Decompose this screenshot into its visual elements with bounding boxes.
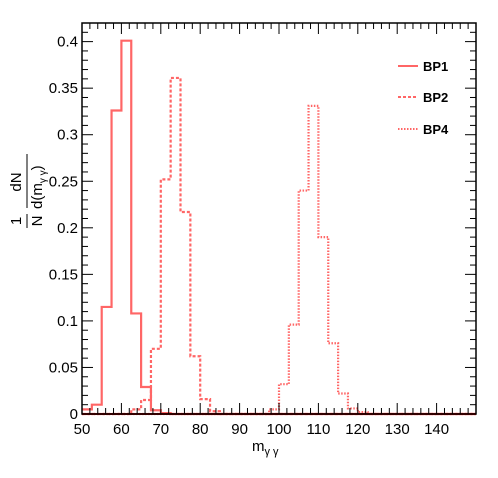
histogram-bp2 bbox=[82, 76, 476, 416]
x-tick-label: 130 bbox=[385, 421, 410, 438]
y-axis-title-n: N bbox=[29, 216, 46, 227]
x-tick-label: 60 bbox=[113, 421, 130, 438]
x-tick-label: 100 bbox=[266, 421, 291, 438]
y-tick-label: 0 bbox=[70, 406, 78, 423]
y-tick-label: 0.35 bbox=[49, 80, 78, 97]
legend-label-bp2: BP2 bbox=[423, 90, 448, 105]
x-tick-label: 110 bbox=[306, 421, 330, 438]
histogram-series-group bbox=[82, 39, 476, 416]
x-tick-label: 50 bbox=[74, 421, 91, 438]
y-axis-title: 1 N dN d(mγ γ) bbox=[8, 154, 49, 228]
y-tick-label: 0.25 bbox=[49, 173, 78, 190]
y-tick-label: 0.3 bbox=[57, 127, 78, 144]
histogram-bp4 bbox=[82, 104, 476, 416]
x-axis-title: mγ γ bbox=[252, 438, 279, 458]
histogram-bp1 bbox=[82, 39, 476, 416]
x-tick-label: 90 bbox=[231, 421, 248, 438]
x-tick-label: 140 bbox=[424, 421, 449, 438]
y-axis-title-one: 1 bbox=[8, 217, 25, 225]
y-tick-label: 0.05 bbox=[49, 359, 78, 376]
axis-ticks bbox=[81, 22, 477, 415]
legend-label-bp4: BP4 bbox=[423, 122, 449, 137]
tick-labels: 50 60 70 80 90 100 110 120 130 140 0 0.05 0.1 0.15 0.2… bbox=[49, 34, 449, 438]
y-axis-title-dm: d(mγ γ) bbox=[29, 165, 49, 209]
y-tick-label: 0.1 bbox=[57, 313, 78, 330]
legend: BP1 BP2 BP4 bbox=[398, 59, 449, 137]
y-tick-label: 0.4 bbox=[57, 34, 78, 51]
x-tick-label: 120 bbox=[345, 421, 370, 438]
x-tick-label: 80 bbox=[192, 421, 209, 438]
x-tick-label: 70 bbox=[152, 421, 169, 438]
y-tick-label: 0.2 bbox=[57, 220, 78, 237]
legend-label-bp1: BP1 bbox=[423, 59, 448, 74]
y-tick-label: 0.15 bbox=[49, 266, 78, 283]
y-axis-title-dn: dN bbox=[8, 172, 25, 191]
